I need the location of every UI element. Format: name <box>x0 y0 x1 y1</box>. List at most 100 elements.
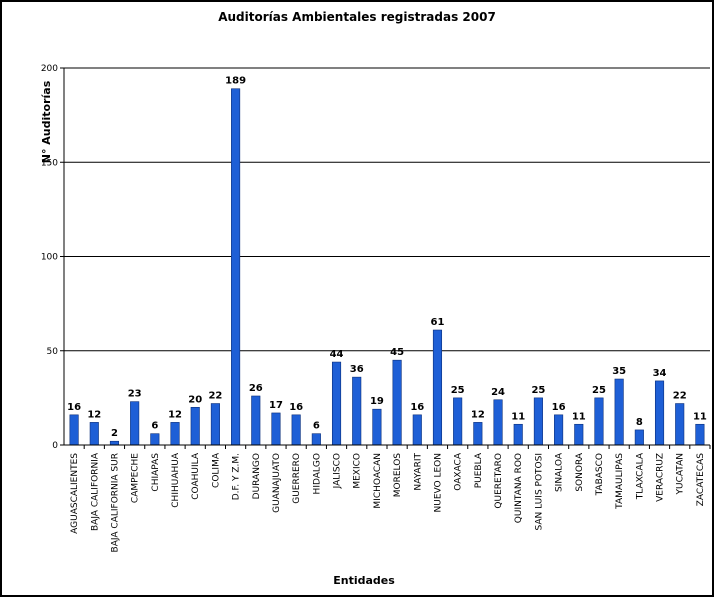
bar <box>69 414 79 446</box>
data-label: 16 <box>552 402 566 413</box>
x-tick-label: OAXACA <box>454 452 464 491</box>
axes <box>60 67 711 449</box>
data-label: 189 <box>225 76 246 87</box>
bar <box>130 401 140 446</box>
x-tick-label: D.F. Y Z.M. <box>232 453 242 500</box>
x-tick-label: GUANAJUATO <box>272 453 282 513</box>
bar <box>533 397 543 446</box>
x-tick-label: GUERRERO <box>292 453 302 504</box>
data-label: 11 <box>693 411 707 422</box>
bar <box>291 414 301 446</box>
x-tick-label: SONORA <box>575 452 585 492</box>
x-tick-label: BAJA CALIFORNIA <box>90 452 100 531</box>
data-label: 17 <box>269 400 283 411</box>
data-label: 45 <box>390 347 404 358</box>
bar <box>231 88 241 446</box>
chart-title: Auditorías Ambientales registradas 2007 <box>218 10 496 24</box>
bar <box>352 376 362 446</box>
data-label: 8 <box>636 417 643 428</box>
data-label: 25 <box>592 385 606 396</box>
data-label: 22 <box>208 391 222 402</box>
bar <box>675 403 685 446</box>
bar <box>453 397 463 446</box>
data-label: 25 <box>451 385 465 396</box>
bar <box>614 378 624 446</box>
bar <box>493 399 503 446</box>
bar <box>150 433 160 446</box>
y-axis-label: N° Auditorías <box>40 80 53 163</box>
x-axis-label: Entidades <box>333 574 395 587</box>
data-label: 12 <box>168 409 182 420</box>
x-tick-label: COLIMA <box>211 452 221 488</box>
data-label: 19 <box>370 396 384 407</box>
bar <box>190 406 200 446</box>
data-label: 16 <box>410 402 424 413</box>
bar <box>574 423 584 446</box>
bar <box>634 429 644 446</box>
bar <box>251 395 261 446</box>
x-tick-label: CAMPECHE <box>131 453 141 503</box>
bar <box>210 403 220 446</box>
x-tick-label: DURANGO <box>252 453 262 499</box>
bar <box>372 408 382 446</box>
y-tick-label: 100 <box>41 253 58 263</box>
bar <box>432 329 443 446</box>
x-tick-label: SAN LUIS POTOSI <box>534 453 544 530</box>
data-label: 11 <box>511 411 525 422</box>
x-tick-label: CHIAPAS <box>151 453 161 492</box>
bar <box>109 440 120 446</box>
x-tick-label: NAYARIT <box>413 453 423 491</box>
data-label: 26 <box>249 383 263 394</box>
data-label: 6 <box>151 421 158 432</box>
x-tick-label: SINALOA <box>555 452 565 492</box>
x-tick-label: COAHUILA <box>191 452 201 500</box>
data-label: 22 <box>673 391 687 402</box>
x-tick-label: QUINTANA ROO <box>514 453 524 523</box>
bar <box>594 397 604 446</box>
bar <box>412 414 422 446</box>
data-label: 16 <box>67 402 81 413</box>
x-tick-label: TAMAULIPAS <box>615 453 625 510</box>
x-tick-label: BAJA CALIFORNIA SUR <box>110 453 120 552</box>
bar <box>89 422 99 446</box>
data-label: 16 <box>289 402 303 413</box>
data-label: 25 <box>531 385 545 396</box>
bars <box>69 88 705 446</box>
data-label: 34 <box>653 368 667 379</box>
grid-lines <box>64 67 710 352</box>
data-label: 6 <box>313 421 320 432</box>
bar <box>654 380 665 446</box>
x-tick-label: VERACRUZ <box>656 453 666 502</box>
bar <box>695 423 705 446</box>
bar <box>392 359 402 446</box>
data-label: 11 <box>572 411 586 422</box>
labels: 0 50 100 150 200 16 AGUASCALIENTES 12 BAJA CALIF… <box>41 64 707 552</box>
bar <box>554 414 564 446</box>
data-label: 61 <box>431 317 445 328</box>
x-tick-label: TLAXCALA <box>635 452 645 500</box>
x-tick-label: PUEBLA <box>474 452 484 488</box>
x-tick-label: TABASCO <box>595 453 605 496</box>
bar <box>513 423 523 446</box>
data-label: 23 <box>128 389 142 400</box>
data-label: 35 <box>612 366 626 377</box>
y-tick-label: 150 <box>41 158 58 168</box>
data-label: 24 <box>491 387 505 398</box>
x-tick-label: MEXICO <box>353 453 363 489</box>
x-tick-label: YUCATAN <box>676 453 686 496</box>
bar <box>473 422 483 446</box>
x-tick-label: NUEVO LEON <box>433 453 443 512</box>
x-tick-label: HIDALGO <box>312 453 322 494</box>
data-label: 44 <box>330 349 344 360</box>
x-tick-label: JALISCO <box>333 453 343 489</box>
bar <box>170 422 180 446</box>
x-tick-label: CHIHUAHUA <box>171 452 181 508</box>
data-label: 12 <box>471 409 485 420</box>
data-label: 12 <box>87 409 101 420</box>
bar <box>311 433 321 446</box>
data-label: 36 <box>350 364 364 375</box>
y-tick-label: 200 <box>41 64 58 74</box>
bar <box>331 361 342 446</box>
